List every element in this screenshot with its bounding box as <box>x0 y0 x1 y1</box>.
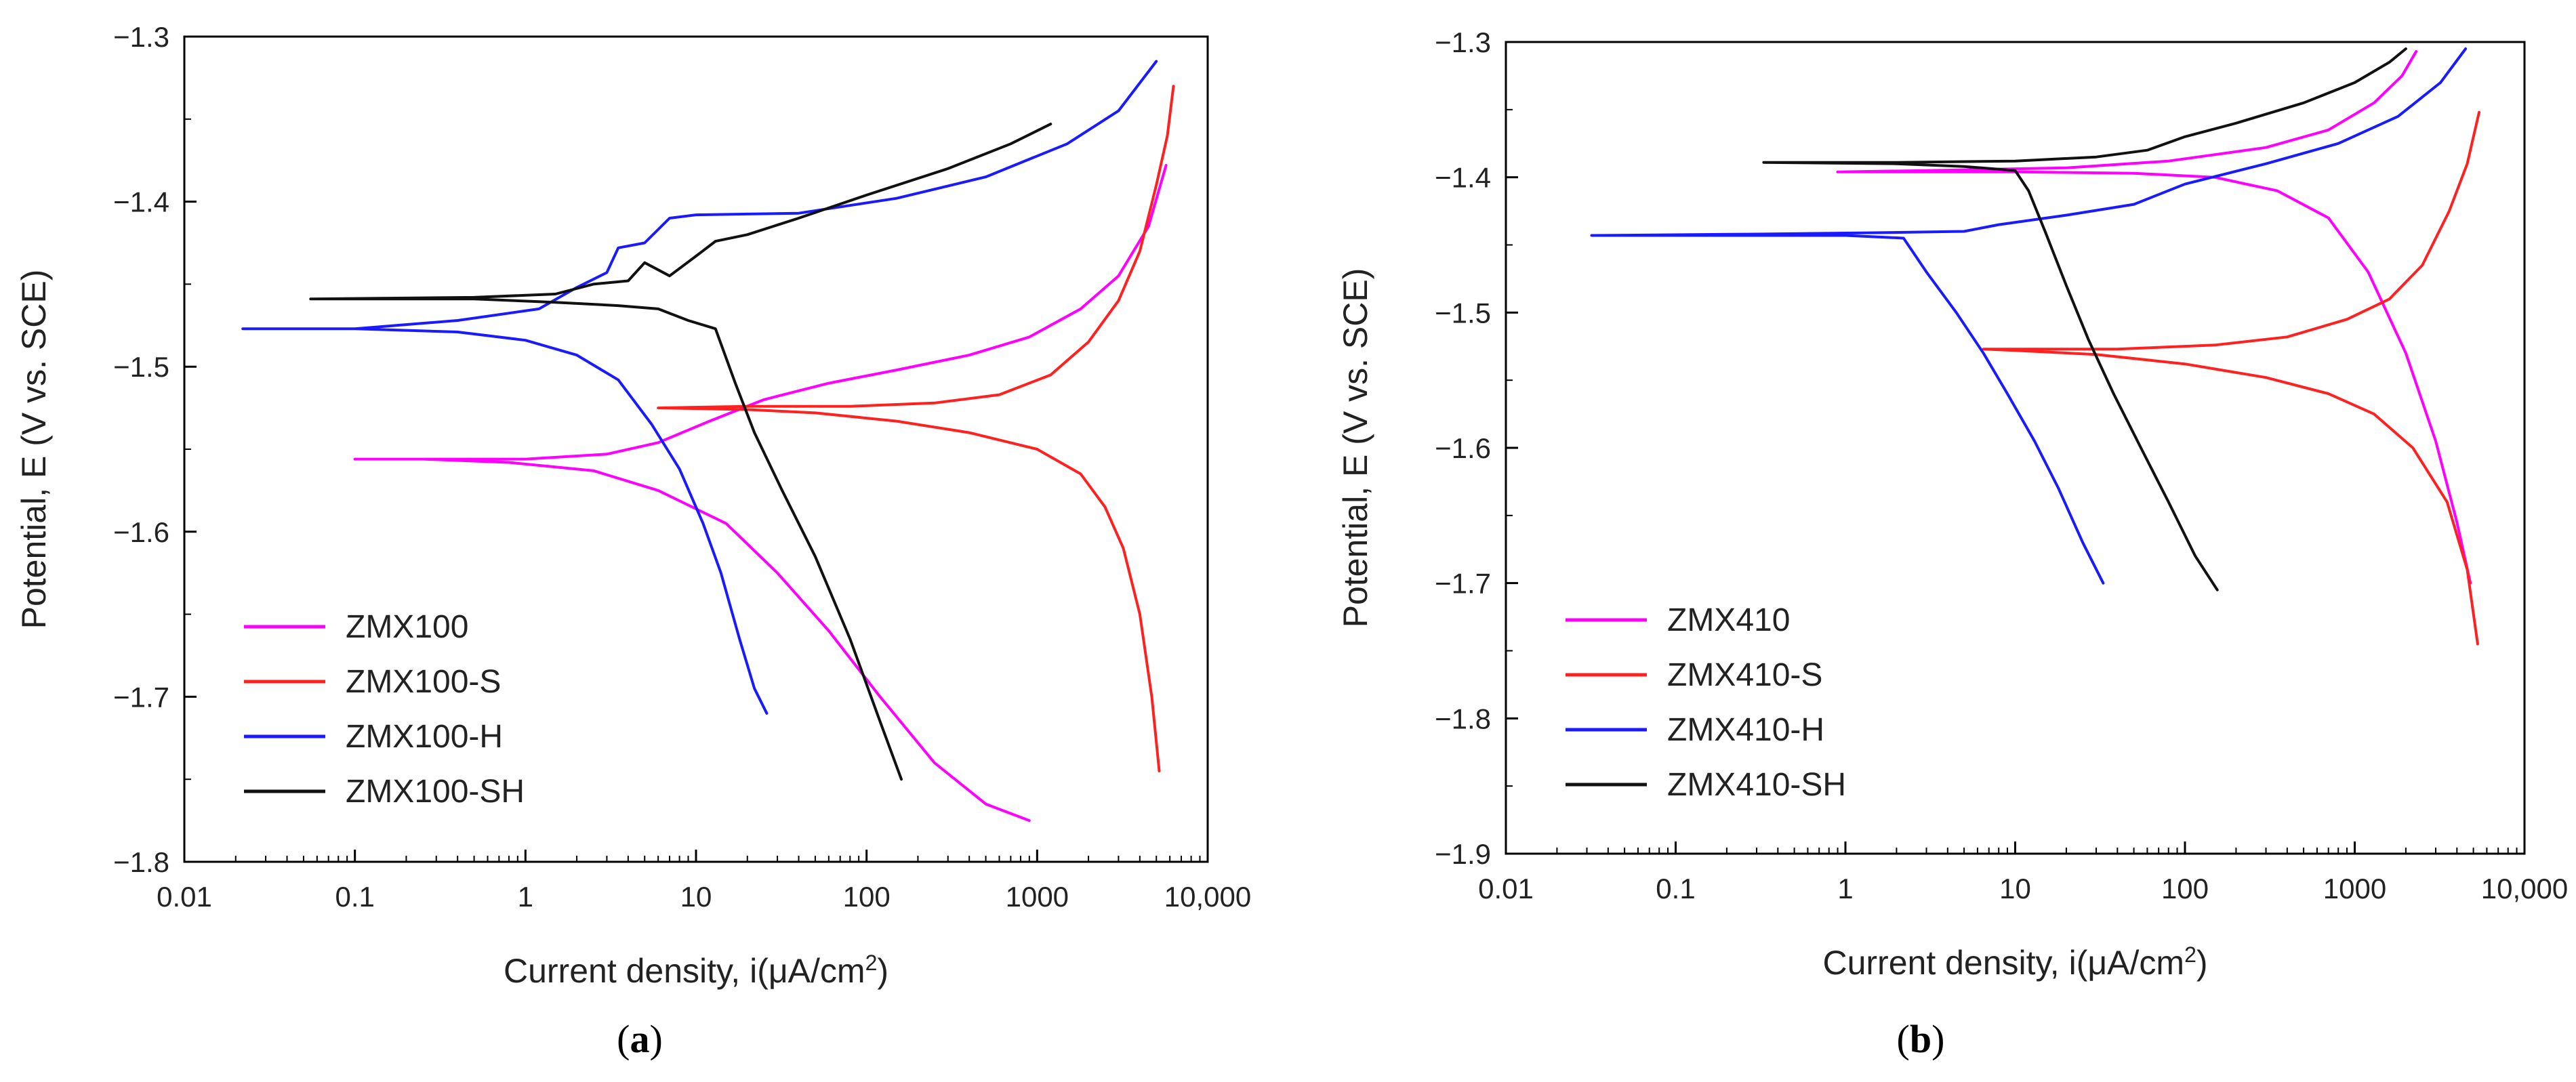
x-axis-label-b: Current density, i(μA/cm2) <box>1822 942 2207 982</box>
legend-label-b-zmx410-h: ZMX410-H <box>1667 712 1824 748</box>
y-tick-label-b: −1.6 <box>1435 432 1491 464</box>
x-tick-label-b: 10 <box>1999 873 2031 904</box>
series-line-b-zmx410-sh <box>1762 47 2407 591</box>
series-line-a-zmx100-h <box>241 60 1158 715</box>
x-tick-label-b: 10,000 <box>2481 873 2568 904</box>
x-tick-label-a: 0.01 <box>157 881 212 913</box>
legend-label-b-zmx410-sh: ZMX410-SH <box>1667 767 1846 803</box>
x-tick-label-a: 10 <box>680 881 712 913</box>
legend-label-b-zmx410-s: ZMX410-S <box>1667 657 1822 693</box>
series-line-a-zmx100-sh <box>309 123 1052 781</box>
series-line-b-zmx410-h <box>1590 47 2468 585</box>
y-tick-label-b: −1.3 <box>1435 26 1491 58</box>
x-tick-label-a: 0.1 <box>335 881 374 913</box>
legend-label-a-zmx100-sh: ZMX100-SH <box>346 774 525 810</box>
y-tick-label-b: −1.8 <box>1435 703 1491 734</box>
plot-frame-a <box>183 35 1209 863</box>
x-tick-label-a: 1000 <box>1006 881 1069 913</box>
y-tick-label-b: −1.4 <box>1435 162 1491 194</box>
y-tick-label-a: −1.3 <box>113 21 169 53</box>
x-axis-label-a: Current density, i(μA/cm2) <box>504 951 888 990</box>
series-line-b-zmx410 <box>1836 50 2472 585</box>
y-tick-label-a: −1.8 <box>113 846 169 878</box>
x-tick-label-a: 10,000 <box>1164 881 1251 913</box>
legend-label-a-zmx100-h: ZMX100-H <box>346 719 503 755</box>
x-tick-label-b: 0.01 <box>1478 873 1534 904</box>
series-line-a-zmx100-s <box>657 85 1175 772</box>
series-line-b-zmx410-s <box>1982 110 2480 646</box>
legend-label-a-zmx100-s: ZMX100-S <box>346 664 501 700</box>
y-tick-label-b: −1.9 <box>1435 838 1491 870</box>
panel-caption-a: (a) <box>617 1017 663 1061</box>
x-tick-label-b: 100 <box>2161 873 2209 904</box>
y-axis-label-a: Potential, E (V vs. SCE) <box>15 270 53 629</box>
y-axis-label-b: Potential, E (V vs. SCE) <box>1336 268 1374 628</box>
panel-caption-b: (b) <box>1896 1017 1945 1061</box>
y-tick-label-b: −1.7 <box>1435 568 1491 600</box>
x-tick-label-b: 1000 <box>2323 873 2386 904</box>
y-tick-label-a: −1.4 <box>113 186 169 218</box>
legend-label-a-zmx100: ZMX100 <box>346 609 468 645</box>
plot-frame-b <box>1505 41 2526 855</box>
x-tick-label-a: 100 <box>843 881 891 913</box>
legend-label-b-zmx410: ZMX410 <box>1667 602 1790 638</box>
y-tick-label-a: −1.6 <box>113 516 169 548</box>
y-tick-label-a: −1.7 <box>113 681 169 713</box>
y-tick-label-b: −1.5 <box>1435 297 1491 329</box>
x-tick-label-b: 0.1 <box>1656 873 1695 904</box>
x-tick-label-a: 1 <box>518 881 533 913</box>
series-line-a-zmx100 <box>353 164 1168 823</box>
x-tick-label-b: 1 <box>1837 873 1853 904</box>
y-tick-label-a: −1.5 <box>113 351 169 383</box>
